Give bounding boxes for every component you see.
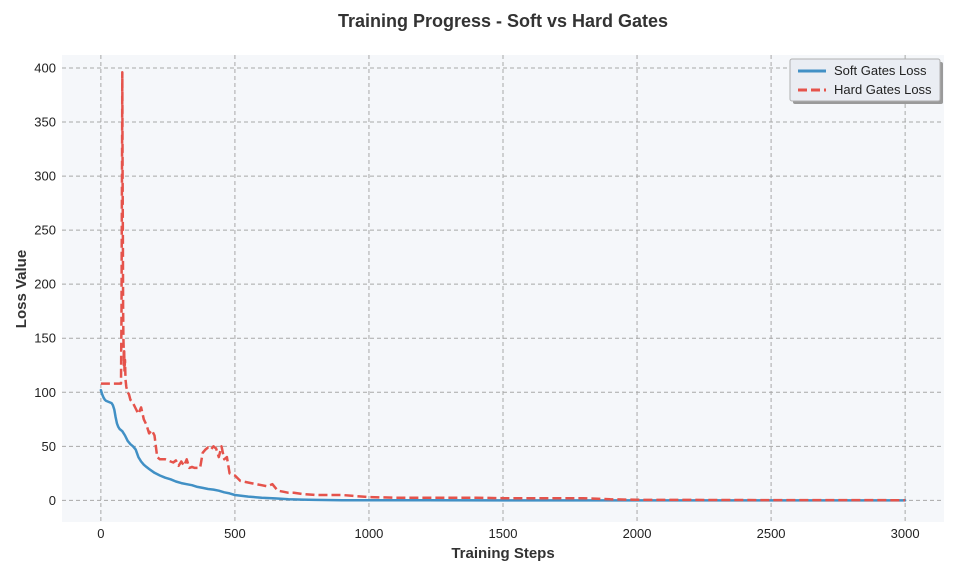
x-tick-label: 2000 xyxy=(623,526,652,541)
axis-ticks: 0 500 1000 1500 2000 2500 3000 0 50 100 150 200 250 3… xyxy=(34,60,919,541)
y-tick-label: 300 xyxy=(34,169,56,184)
y-tick-label: 200 xyxy=(34,277,56,292)
y-tick-label: 350 xyxy=(34,115,56,130)
chart-title: Training Progress - Soft vs Hard Gates xyxy=(338,11,668,31)
x-tick-label: 500 xyxy=(224,526,246,541)
x-tick-label: 3000 xyxy=(891,526,920,541)
x-tick-label: 1000 xyxy=(354,526,383,541)
y-tick-label: 100 xyxy=(34,385,56,400)
x-axis-label: Training Steps xyxy=(451,545,554,562)
x-tick-label: 1500 xyxy=(489,526,518,541)
series-lines xyxy=(99,71,907,502)
y-tick-label: 0 xyxy=(49,493,56,508)
y-tick-label: 250 xyxy=(34,223,56,238)
y-tick-label: 50 xyxy=(42,439,56,454)
legend-hard-gates-label: Hard Gates Loss xyxy=(834,82,932,97)
legend: Soft Gates Loss Hard Gates Loss xyxy=(789,58,943,104)
legend-box xyxy=(789,58,941,102)
y-axis-label: Loss Value xyxy=(13,250,30,328)
hard-gates-loss-line xyxy=(100,71,906,502)
x-tick-label: 0 xyxy=(97,526,104,541)
y-tick-label: 400 xyxy=(34,60,56,75)
x-tick-label: 2500 xyxy=(757,526,786,541)
y-tick-label: 150 xyxy=(34,331,56,346)
legend-soft-gates-label: Soft Gates Loss xyxy=(834,63,927,78)
soft-gates-loss-line xyxy=(99,388,907,502)
